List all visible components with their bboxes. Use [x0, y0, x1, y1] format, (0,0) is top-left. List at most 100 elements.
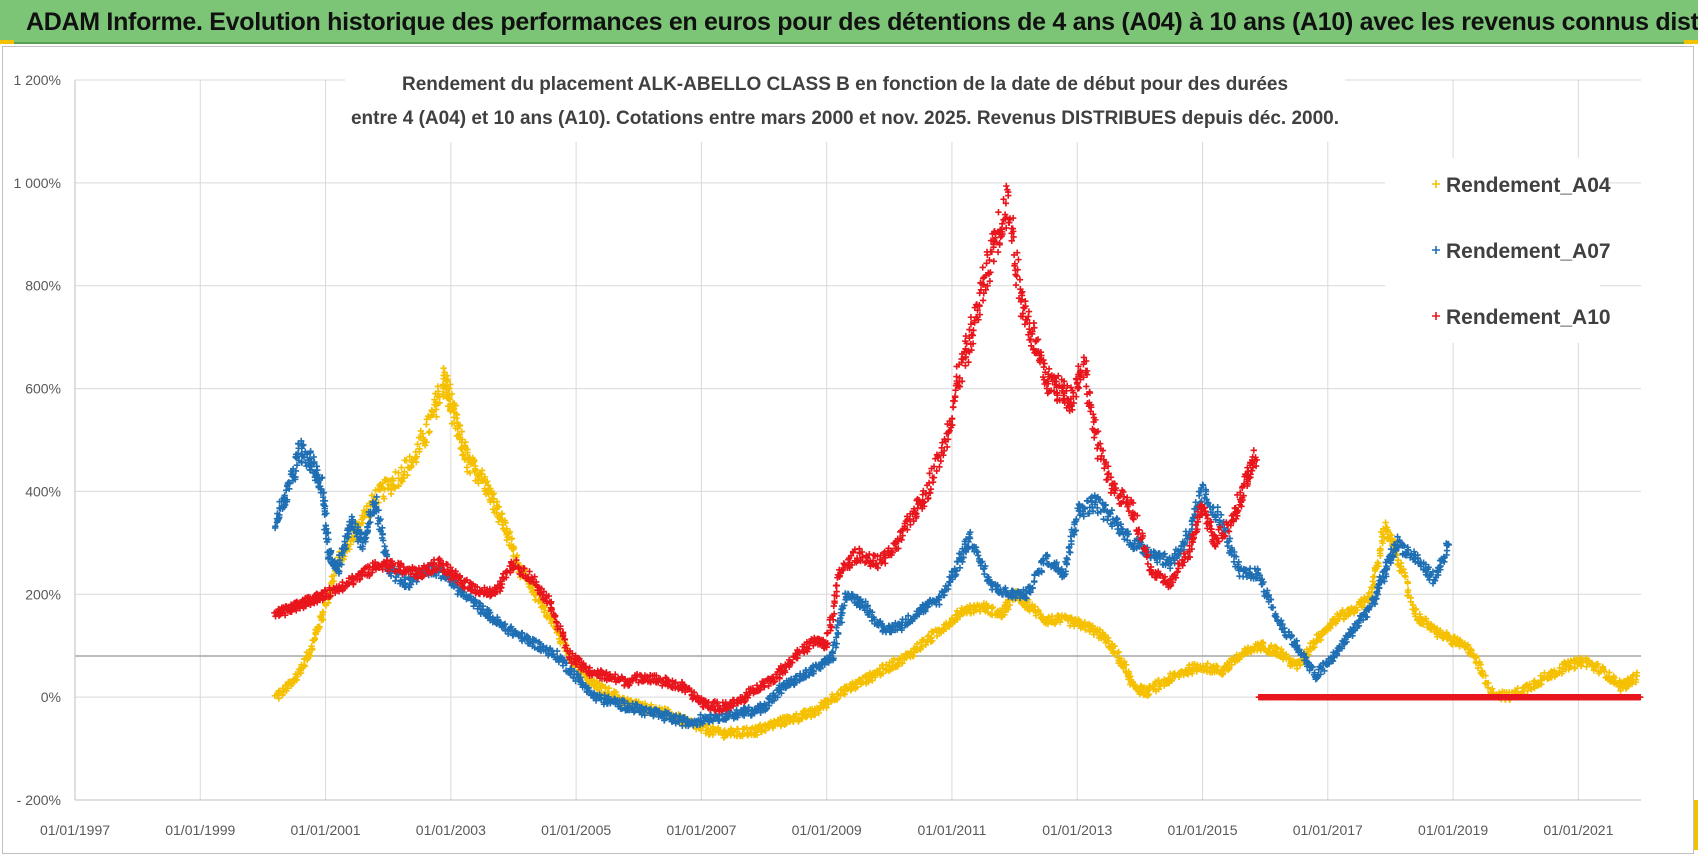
page-title: ADAM Informe. Evolution historique des p… [26, 8, 1698, 36]
data-point [990, 258, 997, 265]
data-point [413, 458, 420, 466]
x-tick-label: 01/01/2015 [1167, 822, 1237, 838]
data-point [871, 673, 879, 681]
data-point [301, 662, 309, 670]
data-point [965, 606, 972, 613]
data-point [435, 388, 442, 395]
data-point [401, 468, 408, 475]
data-point [384, 484, 392, 492]
data-point [400, 474, 408, 482]
data-point [404, 472, 411, 479]
data-point [1204, 660, 1211, 667]
y-tick-label: 1 000% [14, 175, 61, 191]
data-point [989, 603, 997, 611]
data-point [487, 485, 494, 492]
data-point [974, 552, 982, 559]
data-point [426, 428, 433, 435]
data-point [380, 493, 387, 500]
x-tick-label: 01/01/2009 [792, 822, 862, 838]
data-point [918, 643, 926, 650]
data-point [841, 691, 848, 698]
header-bar: ADAM Informe. Evolution historique des p… [0, 0, 1698, 44]
data-point [305, 651, 313, 658]
data-point [508, 535, 515, 543]
y-tick-label: 0% [41, 689, 61, 705]
data-point [450, 405, 458, 413]
series-rendement-a04 [271, 364, 1641, 741]
data-point [510, 543, 517, 550]
data-point [446, 381, 454, 388]
x-tick-label: 01/01/1997 [40, 822, 110, 838]
data-point [924, 633, 932, 640]
data-point [1161, 550, 1168, 557]
data-point [979, 297, 987, 304]
data-point [1213, 662, 1220, 669]
x-tick-label: 01/01/1999 [165, 822, 235, 838]
data-point [823, 704, 830, 712]
data-point [1259, 639, 1267, 647]
data-point [458, 428, 466, 435]
data-point [1051, 620, 1059, 628]
data-point [316, 623, 323, 630]
data-point [330, 572, 338, 579]
data-point [466, 469, 474, 477]
data-point [949, 403, 957, 411]
data-point [890, 655, 898, 662]
data-point [928, 634, 935, 641]
data-point [762, 727, 769, 734]
data-point [478, 467, 486, 474]
data-point [1140, 684, 1148, 691]
data-point [350, 536, 357, 543]
data-point [470, 458, 477, 466]
data-point [294, 670, 301, 678]
x-tick-label: 01/01/2021 [1543, 822, 1613, 838]
data-point [475, 479, 482, 487]
data-point [493, 509, 500, 516]
data-point [275, 695, 282, 702]
data-point [774, 720, 781, 728]
data-point [929, 478, 937, 486]
data-point [913, 640, 921, 648]
chart-frame [2, 46, 1694, 854]
data-point [398, 464, 405, 471]
data-point [837, 692, 844, 699]
data-point [444, 376, 452, 383]
data-point [379, 479, 386, 487]
data-point [361, 512, 368, 520]
chart-title-line-1: Rendement du placement ALK-ABELLO CLASS … [402, 74, 1288, 95]
data-point [489, 506, 497, 513]
data-point [942, 625, 950, 632]
data-point [811, 711, 819, 719]
data-point [423, 416, 431, 423]
data-point [406, 453, 413, 460]
data-point [462, 439, 469, 446]
data-point [308, 645, 315, 652]
data-point [392, 468, 399, 476]
data-point [451, 420, 458, 427]
data-point [458, 436, 466, 443]
data-point [429, 411, 436, 418]
x-tick-label: 01/01/2013 [1042, 822, 1112, 838]
data-point [1115, 648, 1122, 656]
data-point [433, 413, 440, 420]
data-point [1121, 658, 1128, 665]
data-point [1217, 511, 1225, 518]
data-point [495, 503, 503, 510]
data-point [796, 716, 803, 723]
data-point [421, 442, 429, 449]
data-point [758, 728, 765, 736]
data-point [1003, 606, 1010, 613]
data-point [417, 427, 425, 435]
data-point [1122, 661, 1130, 669]
y-tick-label: - 200% [17, 792, 61, 808]
data-point [698, 727, 705, 734]
data-point [954, 616, 961, 623]
data-point [540, 608, 548, 616]
corner-marker-right [1684, 40, 1698, 44]
data-point [395, 469, 402, 477]
data-point [1254, 640, 1261, 648]
data-point [445, 385, 453, 392]
data-point [395, 482, 402, 489]
data-point [1144, 692, 1152, 699]
